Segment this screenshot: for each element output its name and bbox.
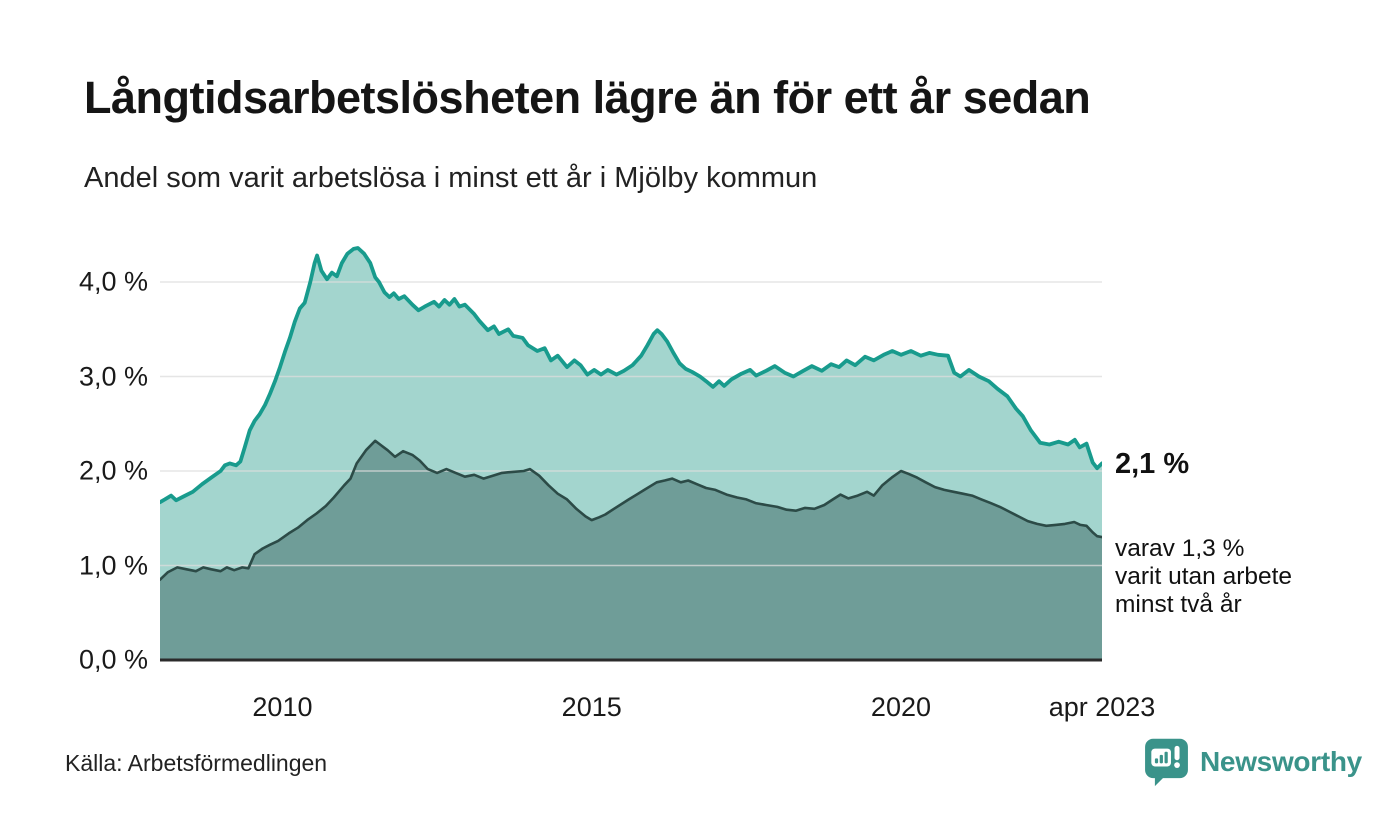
area-fill-two-year (160, 440, 1102, 660)
chart-areas (160, 248, 1102, 660)
two-year-annotation-line3: minst två år (1115, 591, 1242, 618)
gridlines (160, 281, 1102, 567)
newsworthy-wordmark: Newsworthy (1200, 746, 1362, 777)
area-chart (160, 246, 1102, 662)
x-tick-label: 2010 (252, 692, 313, 722)
x-tick-label: apr 2023 (1048, 692, 1156, 722)
two-year-annotation-line2: varit utan arbete (1115, 563, 1293, 590)
series-line-two-year (160, 439, 1102, 581)
y-tick-label: 1,0 % (78, 550, 148, 580)
two-year-annotation-line1: varav 1,3 % (1115, 535, 1245, 562)
y-tick-label: 4,0 % (78, 266, 148, 297)
y-tick-label: 0,0 % (78, 644, 148, 675)
page-subtitle: Andel som varit arbetslösa i minst ett å… (84, 162, 818, 194)
newsworthy-logo[interactable]: Newsworthy (1143, 737, 1362, 787)
y-tick-label: 2,0 % (78, 455, 148, 486)
page-title: Långtidsarbetslösheten lägre än för ett … (84, 72, 1091, 123)
newsworthy-bubble-chart-icon (1145, 738, 1188, 787)
source-caption: Källa: Arbetsförmedlingen (65, 750, 328, 776)
x-tick-label: 2015 (561, 692, 622, 722)
latest-value-label: 2,1 % (1115, 448, 1190, 480)
x-tick-label: 2020 (870, 692, 932, 722)
y-tick-label: 3,0 % (78, 361, 148, 391)
series-line-total (160, 246, 1102, 505)
two-year-annotation: varav 1,3 % varit utan arbete minst två … (1115, 535, 1292, 619)
